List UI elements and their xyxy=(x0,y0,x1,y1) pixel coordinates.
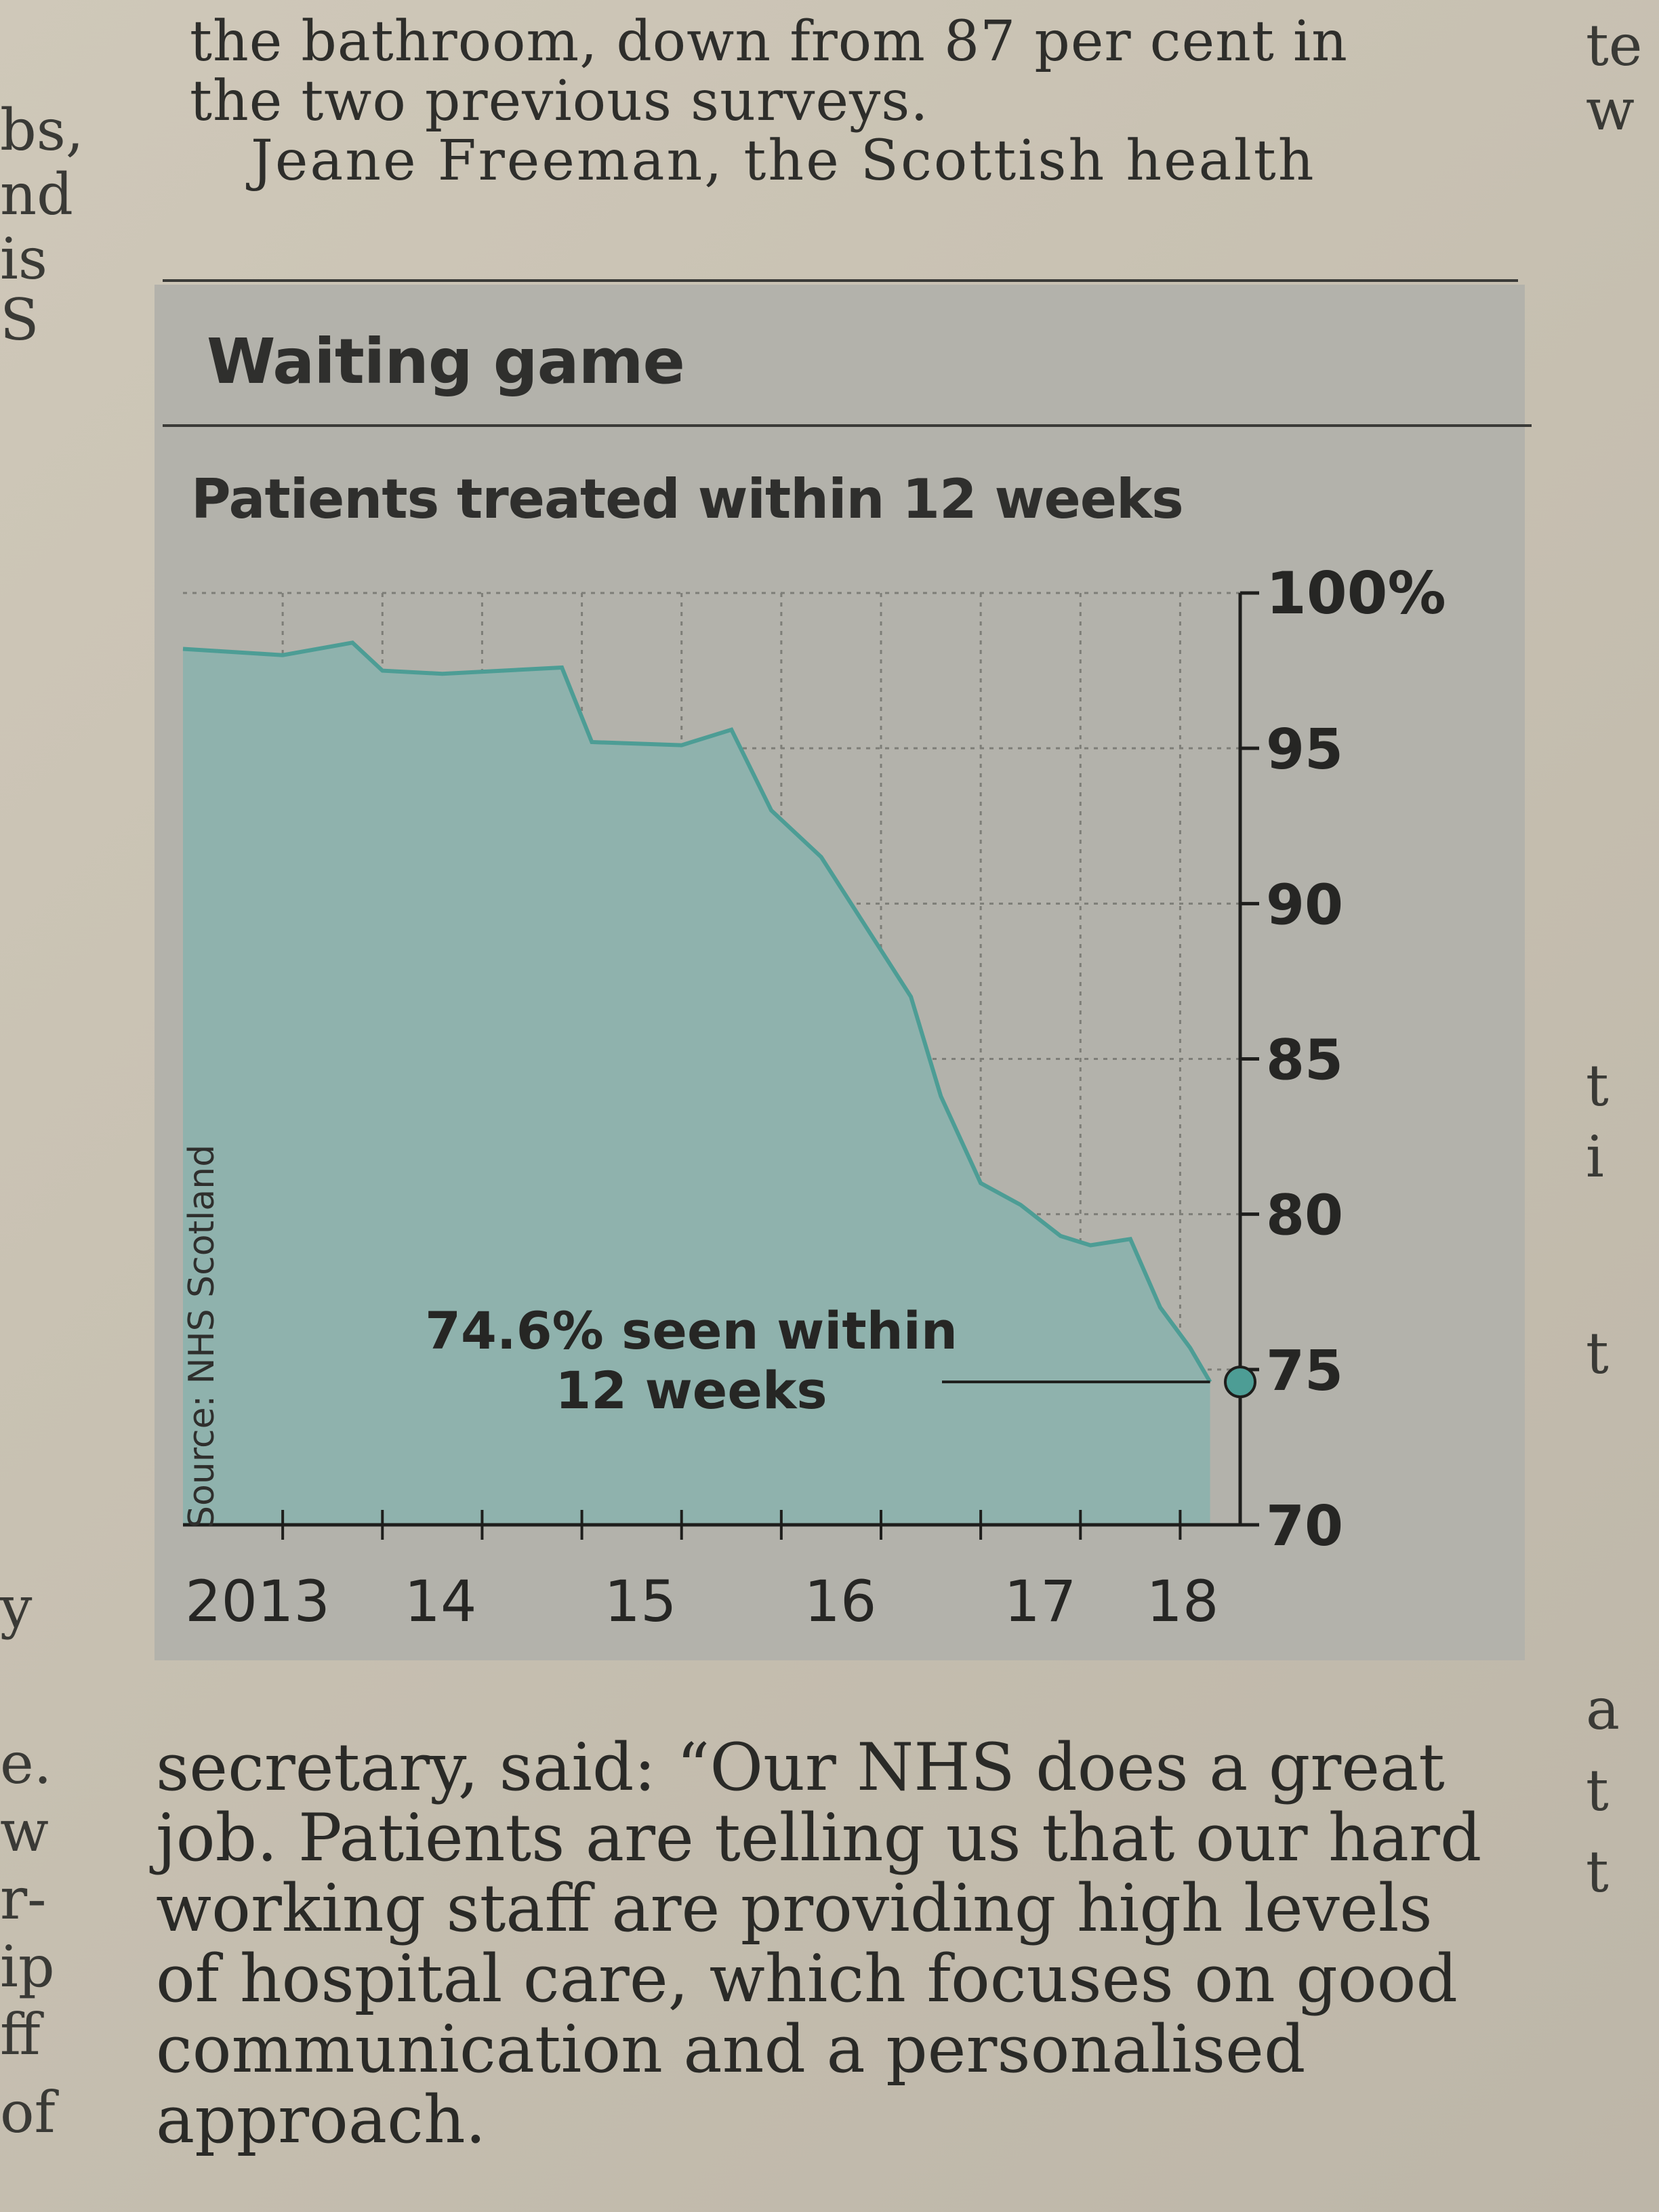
article-line: job. Patients are telling us that our ha… xyxy=(156,1800,1482,1876)
x-tick-label: 18 xyxy=(1147,1568,1219,1635)
annotation-line: 12 weeks xyxy=(555,1360,827,1420)
margin-fragment-left: r- xyxy=(0,1866,47,1932)
panel-top-rule xyxy=(163,279,1518,282)
margin-fragment-left: ip xyxy=(0,1933,55,2000)
chart-title: Patients treated within 12 weeks xyxy=(191,468,1184,531)
margin-fragment-left: nd xyxy=(0,161,73,228)
article-line: communication and a personalised xyxy=(156,2011,1306,2087)
y-tick-label: 90 xyxy=(1266,873,1343,937)
x-tick-label: 14 xyxy=(405,1568,477,1635)
article-text-top: the bathroom, down from 87 per cent in t… xyxy=(190,12,1511,191)
y-tick-label: 85 xyxy=(1266,1029,1343,1093)
x-tick-label: 17 xyxy=(1004,1568,1077,1635)
margin-fragment-right: t xyxy=(1586,1320,1609,1387)
article-line: Jeane Freeman, the Scottish health xyxy=(251,129,1316,193)
latest-value-marker xyxy=(942,1366,1256,1399)
chart-annotation: 74.6% seen within 12 weeks xyxy=(352,1301,1030,1420)
y-tick-label: 70 xyxy=(1266,1494,1343,1559)
series-line xyxy=(182,640,1212,1383)
margin-fragment-right: t xyxy=(1586,1052,1609,1119)
margin-fragment-left: S xyxy=(0,287,39,353)
article-line: the bathroom, down from 87 per cent in xyxy=(190,9,1348,74)
y-axis-ticks: 100% 95 90 85 80 75 70 xyxy=(1240,560,1446,1559)
x-tick-label: 16 xyxy=(804,1568,877,1635)
margin-fragment-left: is xyxy=(0,226,47,292)
article-line: approach. xyxy=(156,2082,487,2158)
margin-fragment-right: te xyxy=(1586,12,1643,79)
article-text-bottom: secretary, said: “Our NHS does a great j… xyxy=(156,1732,1518,2155)
margin-fragment-left: of xyxy=(0,2079,56,2146)
series-area xyxy=(183,642,1210,1525)
annotation-line: 74.6% seen within xyxy=(425,1300,958,1361)
latest-value-dot xyxy=(1224,1366,1256,1399)
source-credit: Source: NHS Scotland xyxy=(182,1144,222,1528)
y-tick-label: 75 xyxy=(1266,1339,1343,1404)
x-tick-label: 15 xyxy=(605,1568,677,1635)
margin-fragment-right: w xyxy=(1586,77,1635,143)
article-line: working staff are providing high levels xyxy=(156,1870,1433,1946)
margin-fragment-right: i xyxy=(1586,1124,1604,1190)
article-line: the two previous surveys. xyxy=(190,69,929,134)
margin-fragment-right: a xyxy=(1586,1676,1620,1742)
y-tick-label: 95 xyxy=(1266,718,1343,782)
x-tick-label: 2013 xyxy=(185,1568,330,1635)
x-axis-ticks: 2013 14 15 16 17 18 xyxy=(185,1510,1218,1635)
margin-fragment-right: t xyxy=(1586,1757,1609,1824)
margin-fragment-left: bs, xyxy=(0,97,84,163)
article-line: secretary, said: “Our NHS does a great xyxy=(156,1729,1445,1805)
margin-fragment-left: e. xyxy=(0,1730,52,1797)
article-line: of hospital care, which focuses on good xyxy=(156,1941,1458,2017)
margin-fragment-left: ff xyxy=(0,2001,41,2068)
panel-title-rule xyxy=(163,424,1532,427)
margin-fragment-left: w xyxy=(0,1798,49,1864)
margin-fragment-left: y xyxy=(0,1574,33,1641)
y-tick-label: 100% xyxy=(1266,560,1446,628)
margin-fragment-right: t xyxy=(1586,1839,1609,1905)
graphic-title: Waiting game xyxy=(207,325,685,398)
y-tick-label: 80 xyxy=(1266,1184,1343,1248)
